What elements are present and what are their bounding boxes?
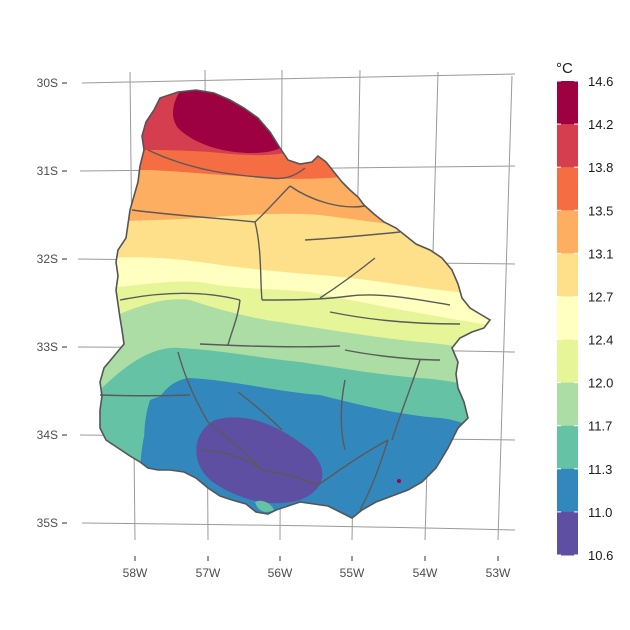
lon-tick-label: 56W	[268, 566, 293, 580]
graticule-line	[81, 73, 516, 84]
legend-swatch	[557, 167, 578, 211]
country-border	[99, 89, 492, 519]
lat-tick-label: 34S	[37, 428, 58, 442]
legend-break-label: 14.2	[588, 117, 613, 132]
legend-break-label: 10.6	[588, 548, 613, 563]
legend-swatch	[557, 253, 578, 297]
department-border	[147, 149, 306, 180]
department-border	[261, 294, 451, 306]
department-border	[131, 185, 291, 223]
legend-swatch	[557, 210, 578, 254]
legend-title: °C	[556, 60, 573, 77]
department-border	[199, 449, 263, 471]
legend-swatch	[557, 511, 578, 556]
legend-swatch	[557, 124, 578, 168]
lon-tick-label: 58W	[123, 566, 148, 580]
lon-tick-label: 55W	[340, 566, 365, 580]
legend-break-label: 13.8	[588, 160, 613, 175]
department-border	[177, 351, 209, 423]
lat-tick-label: 32S	[37, 252, 58, 266]
lon-tick-label: 57W	[196, 566, 221, 580]
lon-tick-label: 53W	[486, 566, 511, 580]
department-border	[99, 394, 191, 397]
legend-break-label: 14.6	[588, 74, 613, 89]
department-border	[289, 185, 366, 208]
legend-break-label: 13.5	[588, 203, 613, 218]
legend-break-label: 11.3	[588, 462, 612, 477]
longitude-axis: 58W 57W 56W 55W 54W 53W	[123, 556, 511, 580]
temperature-band	[255, 500, 274, 512]
department-border	[319, 257, 376, 299]
legend-break-label: 11.0	[588, 505, 612, 520]
lat-tick-label: 31S	[37, 164, 58, 178]
temperature-band	[173, 90, 290, 154]
legend-swatch	[557, 339, 578, 384]
department-border	[227, 299, 241, 346]
legend-break-label: 13.1	[588, 246, 613, 261]
latitude-axis: 30S 31S 32S 33S 34S 35S	[37, 76, 67, 530]
temperature-spot	[397, 479, 401, 483]
legend-break-label: 12.4	[588, 333, 613, 348]
department-border	[344, 349, 441, 361]
legend-break-label: 12.0	[588, 376, 613, 391]
department-border	[340, 379, 346, 451]
legend-swatch	[557, 382, 578, 427]
legend-break-label: 12.7	[588, 289, 613, 304]
legend: °C 14.6 14.2 13.8 13.5 13.1 12.7 12.4 12.0 11.7 1…	[556, 60, 613, 563]
department-border	[391, 359, 421, 441]
department-border	[329, 311, 461, 325]
legend-break-label: 11.7	[588, 419, 612, 434]
department-border	[359, 439, 389, 511]
legend-swatch	[557, 468, 578, 513]
department-border	[237, 391, 283, 431]
graticule-line	[81, 522, 516, 531]
country-outline	[99, 89, 492, 519]
lat-tick-label: 30S	[37, 76, 58, 90]
legend-swatch	[557, 296, 578, 341]
legend-swatch	[557, 81, 578, 125]
lat-tick-label: 33S	[37, 340, 58, 354]
department-border	[254, 221, 263, 301]
lat-tick-label: 35S	[37, 516, 58, 530]
department-border	[317, 439, 389, 486]
graticule-line	[497, 75, 513, 541]
lon-tick-label: 54W	[413, 566, 438, 580]
department-borders	[99, 149, 461, 511]
temperature-band	[100, 90, 490, 240]
department-border	[119, 292, 241, 301]
temperature-surface	[100, 90, 490, 518]
legend-swatch	[557, 425, 578, 470]
department-border	[207, 421, 263, 471]
department-border	[199, 343, 341, 348]
department-border	[304, 231, 401, 241]
department-border	[261, 469, 319, 486]
